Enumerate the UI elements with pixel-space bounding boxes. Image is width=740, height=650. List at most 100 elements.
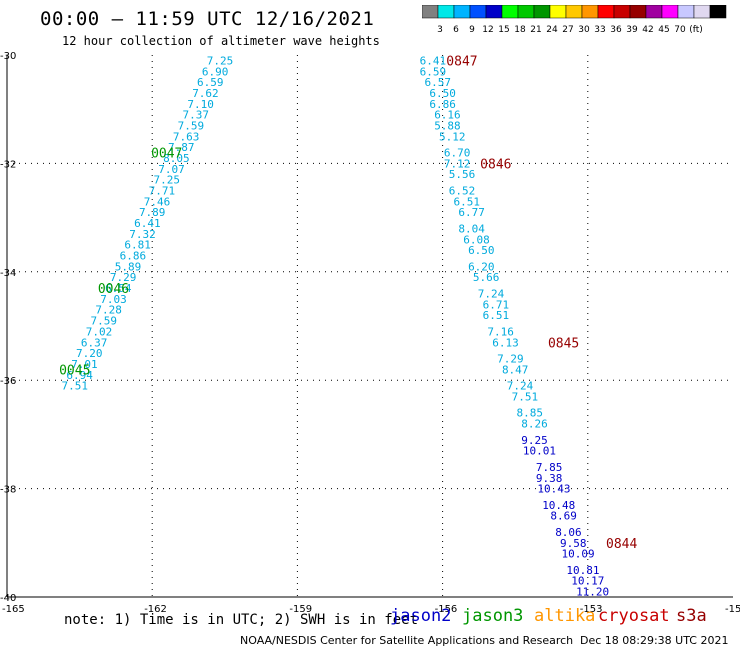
map-title: 00:00 – 11:59 UTC 12/16/2021 [40, 8, 375, 30]
wave-height-value: 5.12 [439, 130, 466, 143]
wave-height-value: 7.10 [187, 98, 214, 111]
lon-tick-label: -162 [144, 604, 167, 615]
satellite-track: 7.256.906.597.627.107.377.597.637.878.05… [59, 54, 233, 392]
lat-tick-label: -36 [0, 376, 16, 387]
pass-time-label: 0047 [151, 147, 182, 162]
wave-height-value: 6.59 [197, 76, 224, 89]
colorbar-label: 70 [674, 25, 686, 35]
wave-height-value: 7.02 [86, 325, 113, 338]
colorbar-label: 9 [469, 25, 475, 35]
colorbar-label: 27 [562, 25, 573, 35]
lat-tick-label: -38 [0, 485, 16, 496]
wave-height-value: 10.81 [566, 564, 599, 577]
wave-height-value: 6.54 [105, 282, 132, 295]
wave-height-value: 6.57 [425, 76, 452, 89]
legend-entry-cryosat: cryosat [598, 606, 670, 626]
wave-height-value: 6.08 [463, 233, 490, 246]
colorbar-label: 3 [437, 25, 443, 35]
wave-height-value: 7.63 [173, 130, 200, 143]
legend-entry-altika: altika [534, 606, 596, 626]
wave-height-value: 6.70 [444, 147, 471, 160]
wave-height-value: 7.07 [158, 163, 185, 176]
footer-credit: NOAA/NESDIS Center for Satellite Applica… [240, 634, 574, 647]
wave-height-value: 6.52 [449, 185, 476, 198]
colorbar-label: 12 [482, 25, 493, 35]
footer-timestamp: Dec 18 08:29:38 UTC 2021 [580, 634, 729, 647]
colorbar-label: 6 [453, 25, 459, 35]
wave-height-value: 6.41 [134, 217, 161, 230]
wave-height-value: 7.12 [444, 157, 471, 170]
wave-height-value: 7.01 [71, 358, 98, 371]
pass-time-label: 0845 [548, 336, 579, 351]
wave-height-value: 6.41 [420, 54, 447, 67]
wave-height-value: 7.32 [129, 228, 156, 241]
wave-height-value: 10.48 [542, 499, 575, 512]
wave-height-value: 7.51 [512, 390, 539, 403]
wave-height-value: 5.56 [449, 168, 476, 181]
pass-time-label: 0046 [98, 282, 129, 297]
wave-height-value: 8.85 [516, 407, 543, 420]
wave-height-value: 6.20 [468, 260, 495, 273]
colorbar-label: 18 [514, 25, 526, 35]
wave-height-value: 6.37 [81, 336, 108, 349]
colorbar-label: 36 [610, 25, 622, 35]
map-subtitle: 12 hour collection of altimeter wave hei… [62, 34, 380, 48]
pass-time-label: 0045 [59, 363, 90, 378]
wave-height-value: 7.46 [144, 195, 171, 208]
wave-height-value: 8.47 [502, 363, 529, 376]
colorbar-label: (ft) [689, 25, 703, 35]
pass-time-label: 0846 [480, 157, 511, 172]
lon-tick-label: -156 [435, 604, 458, 615]
color-scale-bar: 3 6 9 12 15 18 21 24 27 30 33 36 39 42 45 70 (ft) [422, 5, 727, 35]
wave-height-value: 6.71 [483, 298, 510, 311]
legend-entry-jason2: jason2 [390, 606, 452, 626]
wave-height-value: 10.01 [523, 445, 556, 458]
wave-height-value: 11.20 [576, 586, 609, 599]
wave-height-value: 7.28 [95, 304, 122, 317]
wave-height-value: 10.09 [562, 548, 595, 561]
lat-tick-label: -32 [0, 159, 16, 170]
satellite-track: 9.2510.017.859.3810.4310.488.698.069.581… [521, 434, 637, 599]
lon-tick-label: -159 [289, 604, 312, 615]
wave-height-value: 7.85 [536, 461, 563, 474]
wave-height-value: 8.04 [458, 222, 485, 235]
wave-height-value: 6.51 [454, 195, 481, 208]
legend-entry-jason3: jason3 [462, 606, 524, 626]
colorbar-swatch [709, 5, 727, 19]
wave-height-value: 7.29 [497, 353, 524, 366]
satellite-track: 6.416.596.576.506.866.165.885.126.707.12… [420, 54, 580, 430]
colorbar-label: 33 [594, 25, 605, 35]
units-note: note: 1) Time is in UTC; 2) SWH is in fe… [64, 612, 419, 628]
wave-height-value: 8.06 [555, 526, 582, 539]
wave-height-value: 7.29 [110, 271, 137, 284]
wave-height-value: 6.51 [483, 309, 510, 322]
lat-tick-label: -40 [0, 593, 16, 604]
wave-height-value: 7.71 [149, 185, 176, 198]
wave-height-value: 6.16 [434, 109, 461, 122]
wave-height-value: 7.03 [100, 293, 127, 306]
lat-tick-label: -34 [0, 268, 16, 279]
pass-time-label: 0847 [446, 54, 477, 69]
wave-height-value: 7.24 [478, 287, 505, 300]
wave-height-value: 7.89 [139, 206, 166, 219]
legend-entry-s3a: s3a [676, 606, 707, 626]
wave-height-value: 7.24 [507, 380, 534, 393]
wave-height-value: 8.05 [163, 152, 190, 165]
colorbar-label: 15 [498, 25, 509, 35]
wave-height-value: 7.87 [168, 141, 195, 154]
wave-height-value: 8.69 [550, 510, 577, 523]
wave-height-value: 7.59 [91, 315, 118, 328]
wave-height-value: 10.17 [571, 575, 604, 588]
wave-height-value: 6.81 [124, 239, 151, 252]
wave-height-value: 9.25 [521, 434, 548, 447]
colorbar-label: 42 [642, 25, 653, 35]
wave-height-value: 6.94 [66, 369, 93, 382]
colorbar-label: 21 [530, 25, 541, 35]
wave-height-value: 6.90 [202, 65, 229, 78]
lat-tick-label: -30 [0, 51, 16, 62]
wave-height-value: 10.43 [537, 483, 570, 496]
wave-height-value: 6.86 [429, 98, 456, 111]
wave-height-value: 9.38 [536, 472, 563, 485]
wave-height-value: 7.62 [192, 87, 219, 100]
